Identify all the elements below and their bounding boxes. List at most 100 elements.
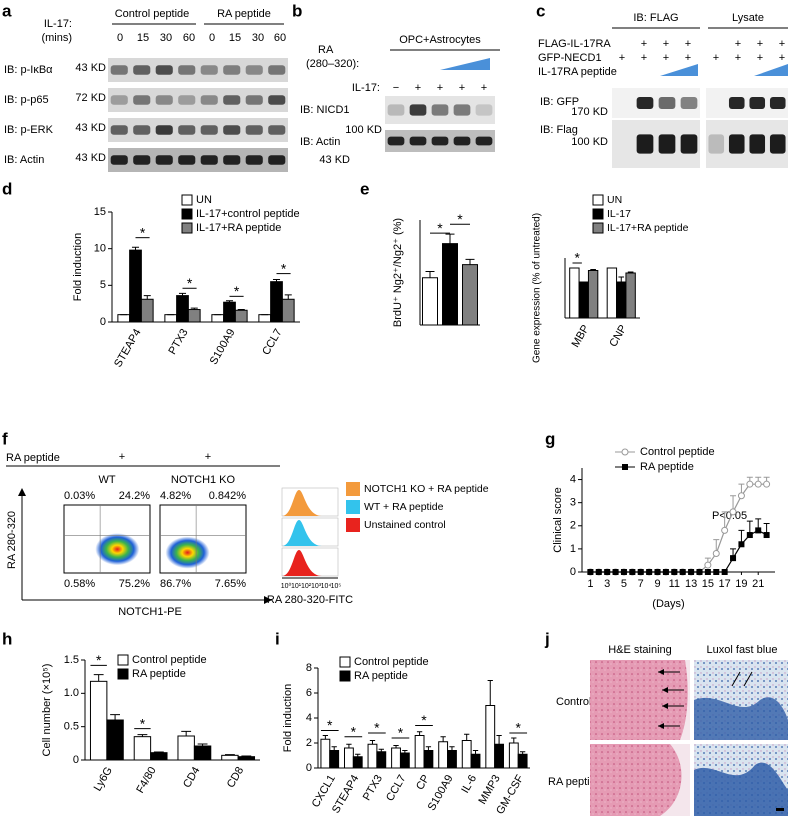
blot-band xyxy=(636,97,654,109)
blot-band xyxy=(178,125,196,135)
error-bar xyxy=(190,307,198,310)
y-tick-label: 0.5 xyxy=(64,721,79,733)
error-bar xyxy=(131,246,140,251)
arrow xyxy=(731,671,741,687)
label: OPC+Astrocytes xyxy=(399,34,481,46)
label: RA peptide xyxy=(548,776,602,788)
blot-band xyxy=(409,104,427,116)
bar xyxy=(140,298,154,323)
blot-band xyxy=(223,125,241,135)
label: + xyxy=(205,451,211,463)
bar xyxy=(344,747,354,769)
marker xyxy=(730,555,737,562)
blot-band xyxy=(680,134,698,154)
arrow-head xyxy=(658,669,664,675)
bar xyxy=(569,267,580,319)
marker xyxy=(612,569,619,575)
label: + xyxy=(685,52,691,64)
legend-label: UN xyxy=(607,194,622,206)
error-bar xyxy=(197,743,208,746)
blot-band xyxy=(769,97,786,109)
arrow xyxy=(743,671,753,687)
significance: * xyxy=(457,211,463,227)
label: IB: Actin xyxy=(300,136,340,148)
gradient-triangle xyxy=(660,64,698,76)
significance: * xyxy=(437,220,443,236)
bar xyxy=(258,314,272,323)
blot-band xyxy=(245,155,263,165)
blot-band xyxy=(409,136,427,146)
label: IB: GFP xyxy=(540,96,579,108)
y-axis-label: Fold induction xyxy=(282,684,294,753)
legend-swatch xyxy=(339,656,351,668)
error-bar xyxy=(496,735,502,745)
label: NOTCH1-PE xyxy=(118,606,182,618)
histogram xyxy=(282,490,322,516)
y-tick-label: 0 xyxy=(570,566,576,578)
label: H&E staining xyxy=(608,644,672,656)
label: IB: p-ERK xyxy=(4,124,54,136)
error-bar xyxy=(272,278,281,282)
significance: * xyxy=(140,715,146,731)
blot-band xyxy=(268,65,286,75)
blot-band xyxy=(453,104,471,116)
blot-band xyxy=(387,104,405,116)
error-bar xyxy=(143,295,151,300)
blot-band xyxy=(155,65,173,75)
marker xyxy=(729,508,737,516)
blot-band xyxy=(431,136,449,146)
x-tick-label: 5 xyxy=(621,578,627,590)
label: 60 xyxy=(183,32,195,44)
x-tick-label: 10⁴ xyxy=(321,583,332,590)
panel-label: f xyxy=(2,429,8,448)
blot-band xyxy=(680,97,698,109)
label: 72 KD xyxy=(75,92,106,104)
legend-label: UN xyxy=(196,194,212,206)
label: − xyxy=(393,82,399,94)
legend-swatch xyxy=(117,668,129,680)
error-bar xyxy=(465,258,475,265)
marker xyxy=(746,532,753,539)
x-tick-label: 10¹ xyxy=(291,583,302,590)
flow-density xyxy=(95,533,140,566)
legend-label: IL-17+RA peptide xyxy=(607,222,689,234)
label: IB: FLAG xyxy=(633,12,678,24)
bar xyxy=(270,281,283,323)
legend-label: Control peptide xyxy=(354,656,429,668)
error-bar xyxy=(449,746,455,751)
myelin xyxy=(694,697,788,740)
error-bar xyxy=(425,746,432,751)
bar xyxy=(508,742,519,769)
bar xyxy=(470,753,481,769)
label: + xyxy=(663,38,669,50)
error-bar xyxy=(425,270,435,278)
marker xyxy=(746,480,754,488)
bar xyxy=(414,735,425,769)
label: + xyxy=(779,52,785,64)
error-bar xyxy=(284,294,292,300)
bar xyxy=(367,743,378,769)
y-tick-label: 2 xyxy=(570,520,576,532)
panel-label: h xyxy=(2,629,12,648)
bar xyxy=(625,272,636,319)
x-tick-label: 1 xyxy=(587,578,593,590)
bar xyxy=(329,750,340,769)
label: FLAG-IL-17RA xyxy=(538,38,611,50)
error-bar xyxy=(369,740,376,745)
blot-band xyxy=(728,97,745,109)
blot-band xyxy=(178,155,196,165)
label: 24.2% xyxy=(119,490,150,502)
panel-label: j xyxy=(544,629,550,648)
legend-swatch xyxy=(117,654,129,666)
blot-band xyxy=(133,65,151,75)
error-bar xyxy=(487,680,493,706)
label: + xyxy=(685,38,691,50)
x-tick-label: IL-6 xyxy=(459,773,479,795)
label: 75.2% xyxy=(119,578,150,590)
bar xyxy=(320,738,331,769)
label: RA xyxy=(318,44,334,56)
gradient-triangle xyxy=(440,58,490,70)
y-tick-label: 5 xyxy=(100,279,106,291)
blot-band xyxy=(200,155,218,165)
label: + xyxy=(641,52,647,64)
